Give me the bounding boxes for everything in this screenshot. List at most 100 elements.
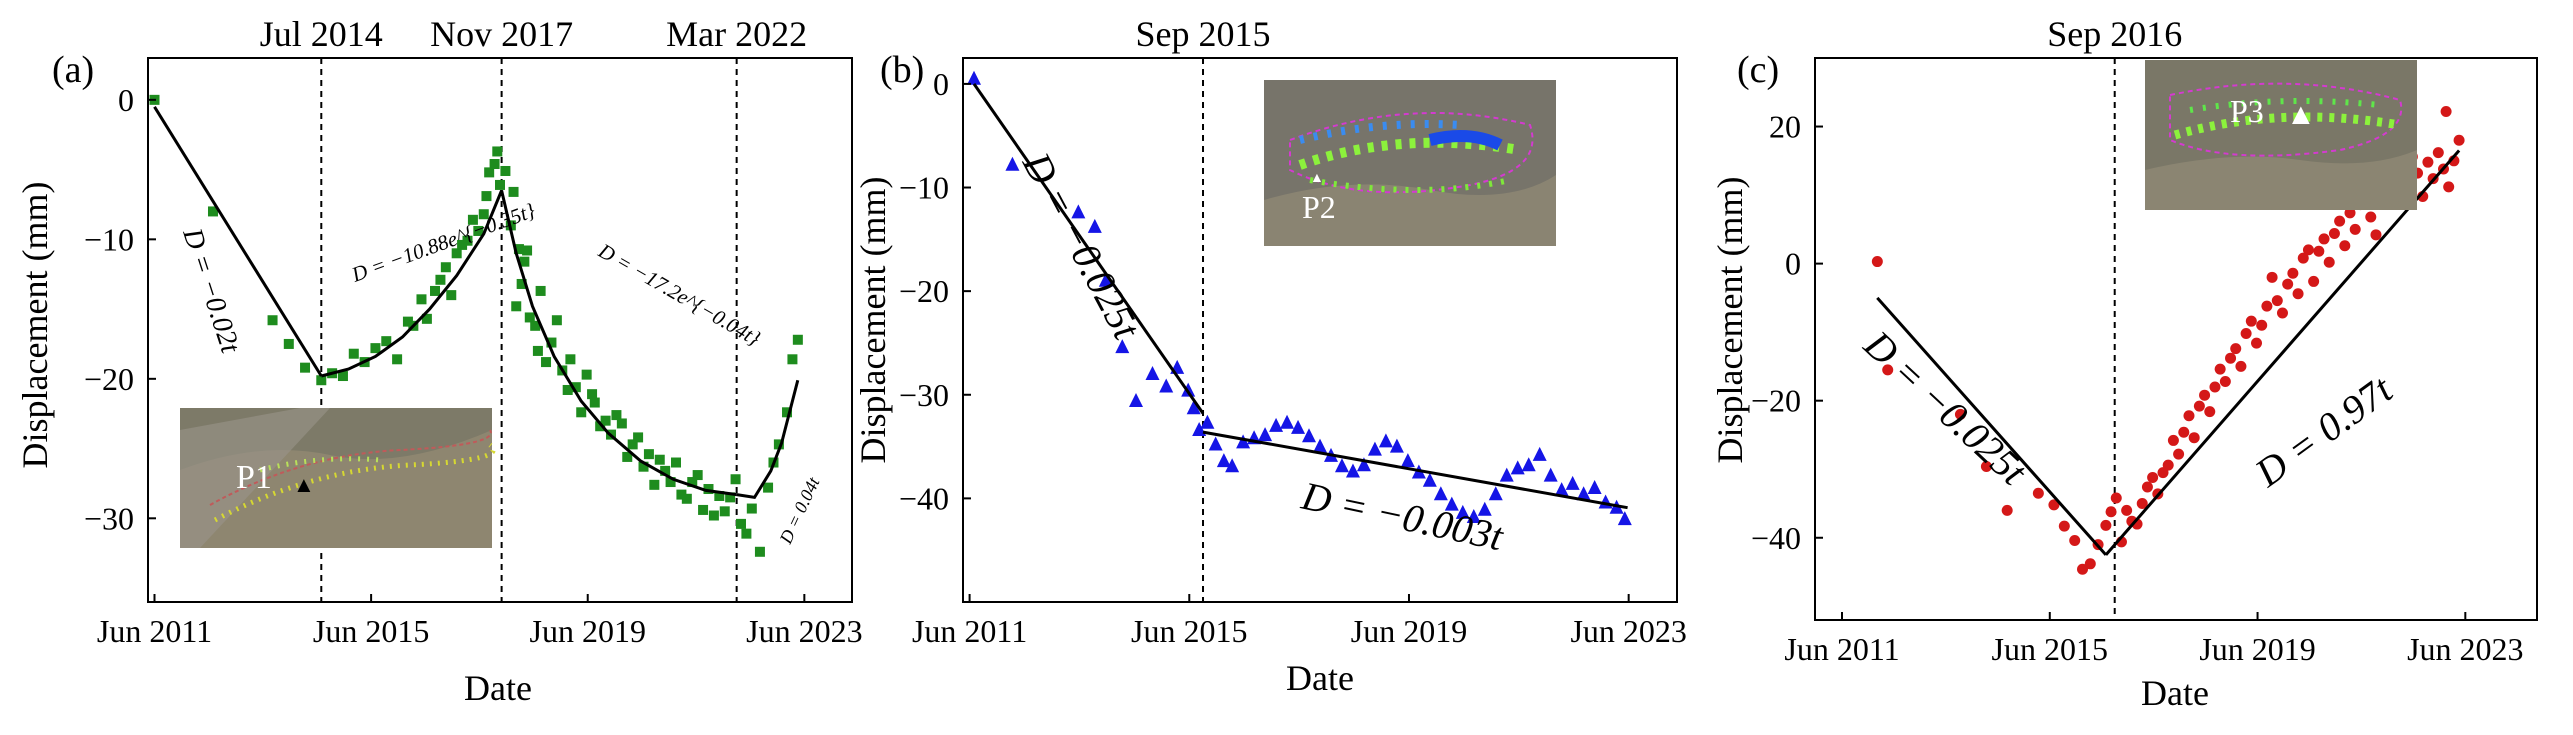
data-point (316, 375, 327, 386)
fit-label: D = −10.88e^{−0.35t} (348, 198, 539, 287)
y-ticks: 0 −10 −20 −30 −40 (899, 66, 971, 516)
data-point (2147, 471, 2159, 483)
data-point (1954, 408, 1966, 420)
inset-point-label: P3 (2230, 93, 2264, 129)
y-tick-label: 20 (1769, 109, 1801, 145)
data-point (207, 206, 218, 217)
event-markers: Sep 2015 (1136, 14, 1271, 602)
inset-map: P1 ▲ (180, 408, 496, 548)
data-point (587, 389, 598, 400)
event-label: Mar 2022 (666, 14, 807, 54)
data-point (660, 465, 671, 476)
fit-line (1876, 296, 2108, 556)
data-point (1291, 419, 1306, 434)
x-ticks: Jun 2011 Jun 2015 Jun 2019 Jun 2023 (912, 594, 1687, 649)
data-point (562, 384, 573, 395)
y-tick-label: −40 (899, 480, 949, 516)
data-point (1005, 156, 1020, 171)
data-point (1554, 482, 1569, 497)
plot-frame (962, 57, 1678, 603)
data-point (2271, 295, 2283, 307)
data-point (1236, 434, 1251, 449)
plot-area (1814, 57, 2538, 621)
fit-line (736, 379, 800, 500)
data-point (1871, 256, 1883, 268)
x-tick-label: Jun 2023 (746, 613, 862, 649)
y-axis-label: Displacement (mm) (1710, 177, 1750, 464)
panel-label: (c) (1737, 49, 1779, 91)
data-point (535, 285, 546, 296)
data-point (627, 439, 638, 450)
data-point (2443, 181, 2455, 193)
fit-line (320, 189, 503, 378)
data-point (348, 348, 359, 359)
data-point (649, 479, 660, 490)
data-point (589, 397, 600, 408)
panel-b: (b) Displacement (mm) Date Sep 2015 Jun … (853, 14, 1687, 698)
data-point (2084, 558, 2096, 570)
data-point (267, 315, 278, 326)
data-point (457, 239, 468, 250)
inset-point-marker: ▲ (2286, 98, 2316, 131)
data-point (2266, 271, 2278, 283)
data-point (1378, 433, 1393, 448)
event-markers: Sep 2016 (2047, 14, 2182, 620)
data-point (1422, 472, 1437, 487)
data-point (300, 362, 311, 373)
data-point (735, 518, 746, 529)
data-point (1433, 486, 1448, 501)
data-point (2432, 147, 2444, 159)
data-point (392, 354, 403, 365)
data-point (416, 294, 427, 305)
data-point (467, 214, 478, 225)
data-point (746, 503, 757, 514)
data-point (2302, 244, 2314, 256)
data-point (2313, 245, 2325, 257)
data-point (2328, 227, 2340, 239)
data-point (1071, 204, 1086, 219)
data-point (1192, 421, 1207, 436)
data-point (2230, 343, 2242, 355)
plot-area (962, 57, 1678, 603)
data-point (1334, 458, 1349, 473)
data-point (2032, 487, 2044, 499)
data-point (2297, 252, 2309, 264)
data-point (440, 262, 451, 273)
fit-line (153, 106, 323, 377)
data-point (1208, 436, 1223, 451)
data-point (2323, 256, 2335, 268)
data-point (2292, 288, 2304, 300)
data-point (671, 457, 681, 468)
x-tick-label: Jun 2011 (97, 613, 212, 649)
data-point (2318, 233, 2330, 245)
data-point (1510, 460, 1525, 475)
data-point (741, 528, 752, 539)
panel-a: (a) Displacement (mm) Date Jul 2014 Nov 2… (15, 14, 863, 708)
data-point (2183, 410, 2195, 422)
data-point (1882, 364, 1894, 376)
data-point (546, 337, 557, 348)
y-axis-label: Displacement (mm) (15, 182, 55, 469)
data-point (511, 301, 522, 312)
data-point (402, 316, 413, 327)
data-point (513, 244, 524, 255)
y-tick-label: −20 (84, 361, 134, 397)
inset-map: P3 ▲ (2145, 60, 2417, 210)
data-point (676, 489, 687, 500)
data-point (1186, 400, 1201, 415)
data-point (2167, 434, 2179, 446)
data-point (2276, 307, 2288, 319)
x-tick-label: Jun 2015 (1131, 613, 1247, 649)
data-point (1225, 458, 1240, 473)
data-point (570, 382, 581, 393)
data-point (1098, 272, 1113, 287)
data-point (2339, 240, 2351, 252)
data-point (2173, 448, 2185, 460)
data-point (1389, 438, 1404, 453)
data-point (1159, 378, 1174, 393)
data-points (966, 70, 1632, 526)
panel-label: (a) (52, 49, 94, 91)
data-point (1115, 339, 1130, 354)
x-tick-label: Jun 2019 (530, 613, 646, 649)
x-tick-label: Jun 2019 (2199, 631, 2315, 667)
